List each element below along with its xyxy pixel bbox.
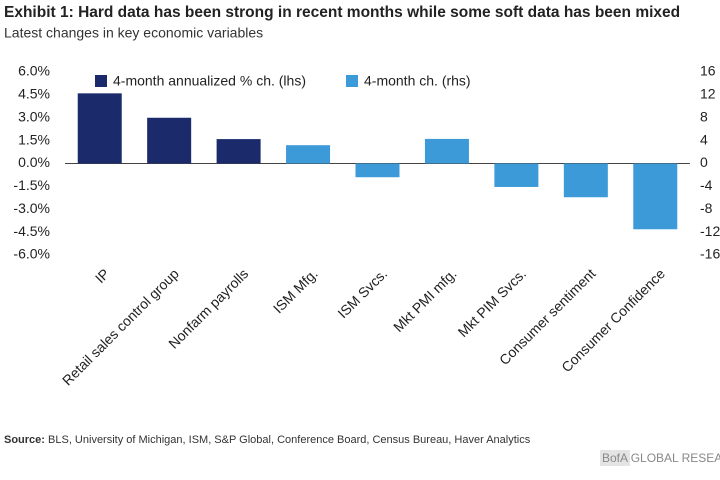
y-tick-label: 1.5%	[18, 131, 50, 147]
y2-tick-label: -12	[700, 223, 720, 239]
x-tick-label: Mkt PMI mfg.	[390, 265, 460, 335]
y-tick-label: -3.0%	[13, 200, 50, 216]
brand: BofA GLOBAL RESEARCH	[602, 451, 720, 465]
legend-swatch	[346, 75, 358, 87]
source-text: BLS, University of Michigan, ISM, S&P Gl…	[48, 434, 531, 446]
source-label: Source:	[4, 434, 45, 446]
bar	[355, 163, 400, 178]
y2-tick-label: -16	[700, 246, 720, 262]
y-tick-label: 0.0%	[18, 154, 50, 170]
chart-subtitle: Latest changes in key economic variables	[4, 25, 263, 41]
x-tick-label: Retail sales control group	[59, 265, 182, 388]
y2-tick-label: -4	[700, 177, 713, 193]
legend-swatch	[95, 75, 107, 87]
source: Source: BLS, University of Michigan, ISM…	[4, 434, 531, 446]
y-tick-label: -4.5%	[13, 223, 50, 239]
y-tick-label: 3.0%	[18, 108, 50, 124]
y2-tick-label: 16	[700, 63, 716, 79]
y2-tick-label: 0	[700, 154, 708, 170]
x-tick-label: ISM Svcs.	[334, 265, 390, 321]
chart-title: Exhibit 1: Hard data has been strong in …	[4, 4, 680, 21]
legend-label: 4-month annualized % ch. (lhs)	[113, 73, 306, 89]
bar	[424, 138, 469, 164]
y-tick-label: 4.5%	[18, 86, 50, 102]
y-tick-label: 6.0%	[18, 63, 50, 79]
bar	[147, 117, 192, 164]
y2-tick-label: 8	[700, 108, 708, 124]
y2-tick-label: -8	[700, 200, 713, 216]
brand-box	[600, 450, 630, 466]
bar	[563, 163, 608, 198]
y-tick-label: -6.0%	[13, 246, 50, 262]
x-tick-label: IP	[92, 265, 113, 286]
bar	[633, 163, 678, 230]
bar	[494, 163, 539, 187]
x-tick-label: ISM Mfg.	[270, 265, 321, 316]
x-tick-label: Mkt PIM Svcs.	[455, 265, 530, 340]
y2-tick-label: 12	[700, 86, 716, 102]
bar	[286, 145, 331, 164]
legend-label: 4-month ch. (rhs)	[364, 73, 471, 89]
y-tick-label: -1.5%	[13, 177, 50, 193]
bar	[216, 139, 261, 164]
y2-tick-label: 4	[700, 131, 708, 147]
bar	[77, 93, 122, 164]
